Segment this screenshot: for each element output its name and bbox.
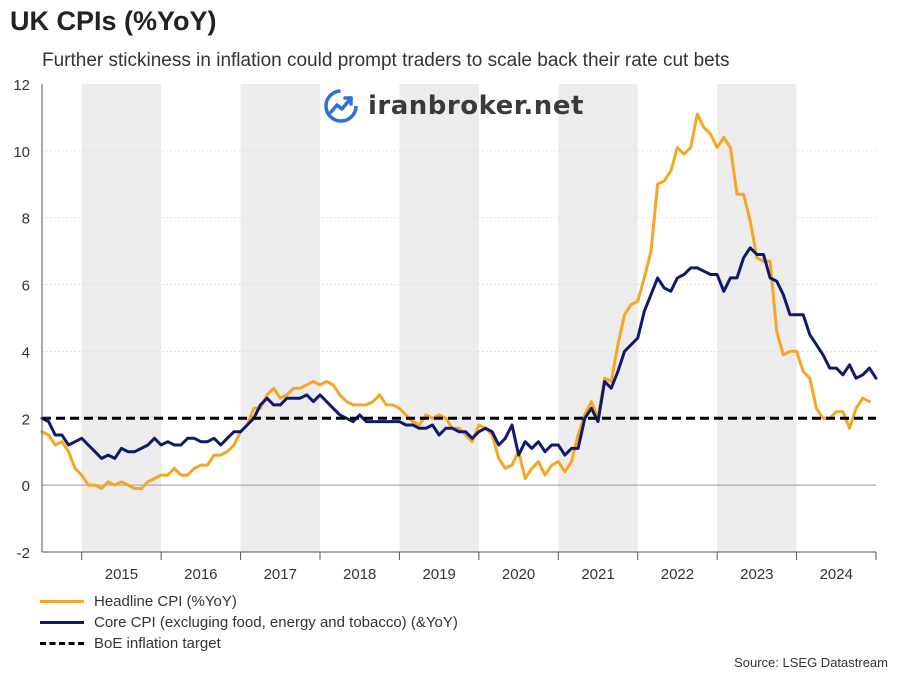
shade-2021	[558, 84, 638, 552]
shade-2017	[240, 84, 320, 552]
y-tick-label: 0	[22, 478, 30, 495]
series-lines	[40, 112, 878, 490]
legend-item-target: BoE inflation target	[40, 633, 458, 654]
watermark-logo-icon	[324, 89, 358, 123]
x-tick-label-2022: 2022	[661, 566, 694, 583]
legend-swatch-target	[40, 642, 84, 645]
legend-swatch-core	[40, 621, 84, 624]
y-tick-label: 10	[13, 144, 30, 161]
x-tick-label-2017: 2017	[264, 566, 297, 583]
x-tick-label-2019: 2019	[422, 566, 455, 583]
legend-item-core: Core CPI (excluging food, energy and tob…	[40, 612, 458, 633]
legend-swatch-headline	[40, 600, 84, 603]
watermark-text: iranbroker.net	[368, 91, 584, 121]
x-tick-label-2024: 2024	[820, 566, 853, 583]
legend-label-headline: Headline CPI (%YoY)	[94, 593, 237, 610]
x-tick-label-2020: 2020	[502, 566, 535, 583]
y-tick-label: 4	[22, 344, 30, 361]
shade-2015	[81, 84, 162, 552]
y-tick-label: 12	[13, 77, 30, 94]
y-tick-label: 8	[22, 211, 30, 228]
year-shading	[81, 84, 797, 552]
y-tick-label: 2	[22, 411, 30, 428]
chart-subtitle: Further stickiness in inflation could pr…	[42, 50, 730, 71]
shade-2019	[399, 84, 479, 552]
gridlines	[42, 150, 876, 486]
x-tick-label-2023: 2023	[740, 566, 773, 583]
shade-2023	[717, 84, 797, 552]
legend-item-headline: Headline CPI (%YoY)	[40, 591, 458, 612]
legend-label-core: Core CPI (excluging food, energy and tob…	[94, 614, 458, 631]
watermark: iranbroker.net	[322, 87, 584, 125]
chart-title: UK CPIs (%YoY)	[10, 6, 217, 36]
x-tick-label-2018: 2018	[343, 566, 376, 583]
source-note: Source: LSEG Datastream	[734, 655, 888, 670]
y-tick-label: -2	[17, 545, 30, 562]
y-tick-label: 6	[22, 278, 30, 295]
x-tick-label-2016: 2016	[184, 566, 217, 583]
x-tick-label-2021: 2021	[581, 566, 614, 583]
x-tick-label-2015: 2015	[105, 566, 138, 583]
axes: -2 0 2 4 6 8 10 12 2015 2016 2017 2018 2019 2020 2021 2…	[13, 77, 877, 583]
legend: Headline CPI (%YoY) Core CPI (excluging …	[40, 591, 458, 654]
legend-label-target: BoE inflation target	[94, 635, 221, 652]
core-cpi-line	[40, 246, 878, 460]
headline-cpi-line	[40, 112, 871, 490]
